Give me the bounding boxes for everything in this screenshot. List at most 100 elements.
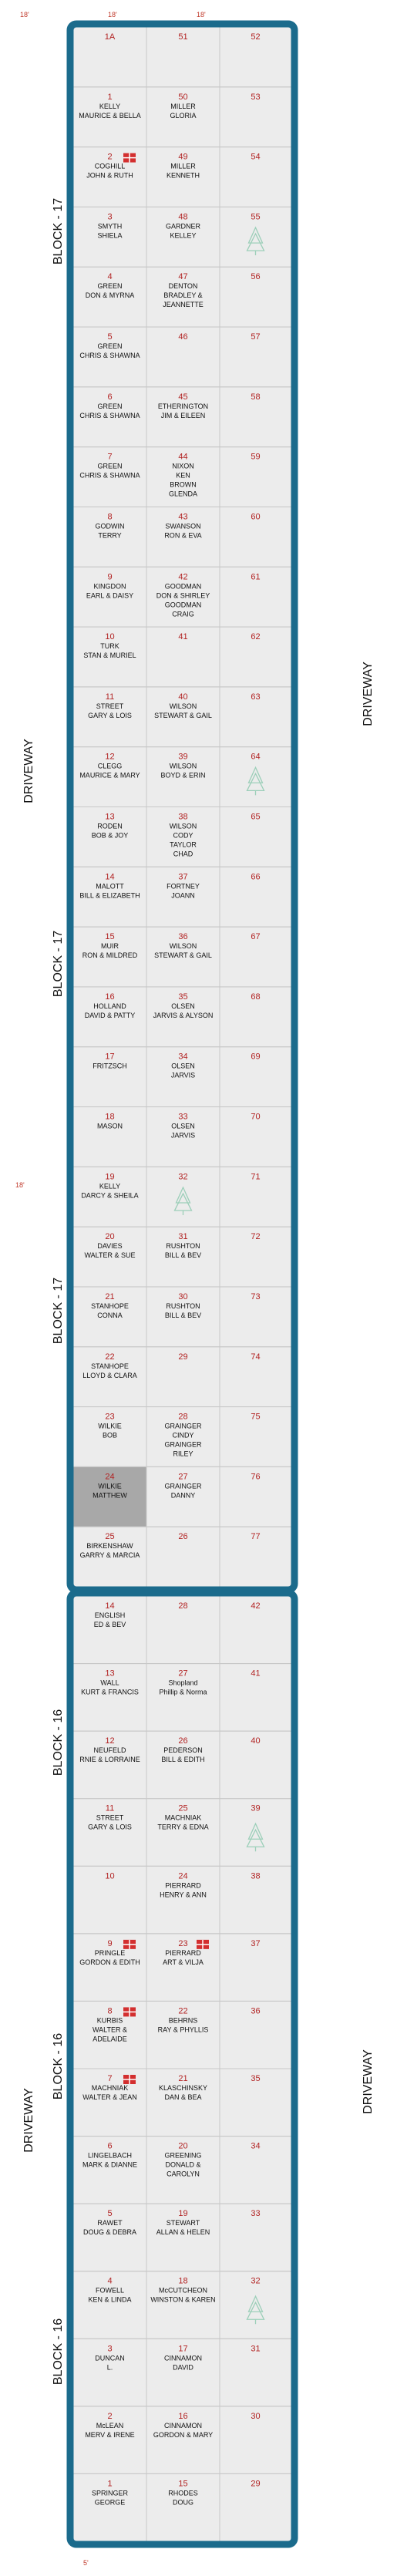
plot-owner-name: TERRY & EDNA: [157, 1823, 208, 1831]
plot-owner-name: GREEN: [97, 282, 122, 290]
plot-number: 21: [178, 2074, 187, 2083]
plot-owner-name: DOUG: [173, 2498, 193, 2506]
plot-owner-name: GLENDA: [169, 490, 197, 498]
plot-owner-name: GOODMAN: [165, 601, 202, 608]
plot-number: 26: [178, 1532, 187, 1541]
plot-owner-name: WILSON: [170, 702, 197, 710]
plot-owner-name: CHRIS & SHAWNA: [79, 352, 140, 359]
plot-number: 58: [251, 392, 260, 402]
plot-owner-name: BEHRNS: [169, 2016, 198, 2024]
plot-owner-name: McCUTCHEON: [159, 2287, 207, 2295]
plot-owner-name: BIRKENSHAW: [86, 1542, 133, 1550]
plot-owner-name: MACHNIAK: [92, 2084, 129, 2092]
plot-owner-name: GREEN: [97, 342, 122, 350]
plot-owner-name: DENTON: [169, 282, 198, 290]
plot-owner-name: OLSEN: [171, 1062, 195, 1070]
plot-number: 67: [251, 932, 260, 941]
plot-owner-name: WILKIE: [98, 1482, 122, 1490]
block-16-label-bottom: BLOCK - 16: [52, 2318, 65, 2385]
plot-number: 63: [251, 692, 260, 702]
plot-owner-name: RON & EVA: [164, 531, 201, 539]
plot-owner-name: EARL & DAISY: [86, 591, 133, 599]
plot-owner-name: MATTHEW: [93, 1491, 127, 1499]
plot-owner-name: GLORIA: [170, 112, 196, 120]
plot-owner-name: CONNA: [97, 1312, 123, 1319]
plot-owner-name: BILL & EDITH: [161, 1756, 204, 1763]
plot-number: 21: [105, 1292, 114, 1301]
plot-owner-name: HENRY & ANN: [160, 1891, 207, 1898]
plot-number: 1: [107, 2479, 112, 2488]
plot-owner-name: BRADLEY &: [163, 291, 202, 299]
plot-owner-name: WILSON: [170, 763, 197, 770]
plot-number: 36: [251, 2006, 260, 2015]
plot-owner-name: TERRY: [98, 531, 121, 539]
plot-owner-name: ART & VILJA: [163, 1958, 204, 1966]
plot-owner-name: CRAIG: [172, 610, 194, 618]
plot-number: 12: [105, 753, 114, 762]
plot-number: 69: [251, 1052, 260, 1062]
plot-owner-name: RAWET: [97, 2219, 123, 2227]
plot-owner-name: CAROLYN: [167, 2170, 200, 2178]
plot-number: 32: [251, 2277, 260, 2286]
plot-owner-name: GREEN: [97, 402, 122, 410]
plot-number: 4: [107, 2277, 112, 2286]
plot-number: 54: [251, 153, 260, 162]
plot-number: 70: [251, 1113, 260, 1122]
plot-owner-name: ETHERINGTON: [158, 402, 208, 410]
plot-owner-name: CINNAMON: [164, 2354, 202, 2362]
plot-number: 57: [251, 332, 260, 342]
plot-owner-name: NEUFELD: [93, 1746, 126, 1754]
plot-number: 25: [178, 1804, 187, 1813]
plot-owner-name: WALTER & JEAN: [82, 2093, 137, 2101]
plot-number: 41: [251, 1669, 260, 1679]
plot-owner-name: DOUG & DEBRA: [83, 2228, 136, 2236]
plot-owner-name: MARK & DIANNE: [82, 2161, 137, 2169]
plot-number: 33: [251, 2209, 260, 2218]
block-17-label-top: BLOCK - 17: [52, 198, 65, 264]
plot-owner-name: HOLLAND: [93, 1002, 126, 1010]
plot-owner-name: FOWELL: [96, 2287, 124, 2295]
plot-owner-name: ALLAN & HELEN: [156, 2228, 210, 2236]
plot-number: 68: [251, 992, 260, 1002]
plot-number: 38: [178, 813, 187, 822]
block-17-label-lower: BLOCK - 17: [52, 1278, 65, 1344]
plot-owner-name: DAVID & PATTY: [85, 1012, 136, 1019]
plot-number: 7: [107, 453, 112, 462]
plot-number: 55: [251, 212, 260, 221]
plot-owner-name: WALL: [100, 1679, 119, 1687]
plot-number: 75: [251, 1413, 260, 1422]
plot-owner-name: KELLEY: [170, 231, 196, 239]
plot-number: 37: [178, 872, 187, 881]
plot-owner-name: CODY: [173, 832, 193, 840]
plot-owner-name: BROWN: [170, 481, 197, 489]
plot-owner-name: Phillip & Norma: [159, 1689, 207, 1696]
plot-number: 16: [178, 2412, 187, 2421]
plot-owner-name: ED & BEV: [94, 1621, 126, 1628]
plot-owner-name: CLEGG: [98, 763, 123, 770]
plot-number: 18: [178, 2277, 187, 2286]
tree-icon: [246, 1822, 265, 1852]
plot-number: 17: [178, 2344, 187, 2353]
plot-owner-name: GREEN: [97, 463, 122, 470]
plot-owner-name: NIXON: [172, 463, 194, 470]
plot-owner-name: KEN: [176, 472, 190, 480]
plot-number: 40: [251, 1736, 260, 1746]
plot-number: 36: [178, 932, 187, 941]
plot-number: 8: [107, 2006, 112, 2015]
plot-owner-name: GARY & LOIS: [88, 1823, 132, 1831]
plot-owner-name: TAYLOR: [170, 841, 197, 849]
plot-owner-name: PEDERSON: [163, 1746, 203, 1754]
plot-number: 2: [107, 2412, 112, 2421]
driveway-label-left-top: DRIVEWAY: [22, 739, 35, 803]
reserved-marker-icon: [197, 1939, 209, 1949]
plot-owner-name: GODWIN: [96, 522, 125, 530]
plot-owner-name: PIERRARD: [165, 1949, 201, 1957]
driveway-label-right-top: DRIVEWAY: [362, 662, 375, 726]
plot-owner-name: DAN & BEA: [164, 2093, 201, 2101]
plot-owner-name: MALOTT: [96, 882, 124, 890]
plot-number: 11: [106, 692, 114, 702]
plot-owner-name: DON & SHIRLEY: [156, 591, 210, 599]
plot-owner-name: KLASCHINSKY: [159, 2084, 207, 2092]
plot-number: 10: [105, 632, 114, 641]
plot-number: 35: [178, 992, 187, 1002]
